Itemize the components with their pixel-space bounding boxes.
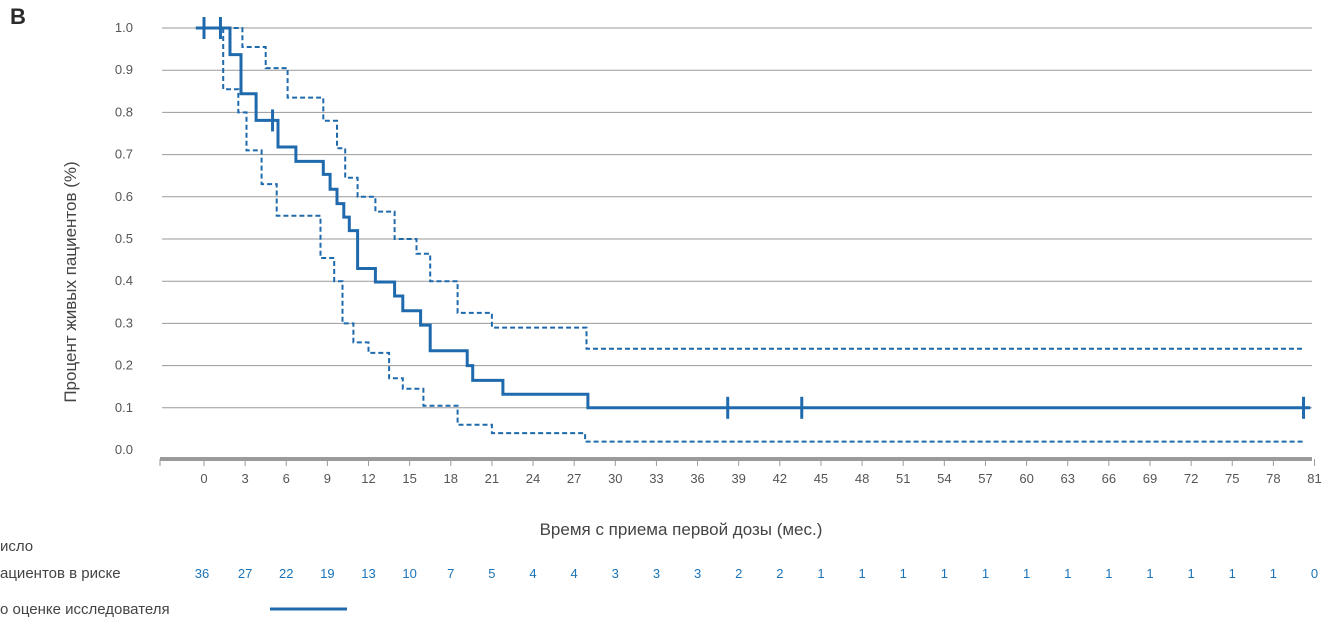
risk-table-label-line1: исло	[0, 538, 33, 555]
y-tick-label: 0.9	[115, 62, 133, 77]
risk-count: 4	[529, 566, 536, 581]
x-tick-label: 48	[855, 471, 869, 486]
risk-count: 1	[817, 566, 824, 581]
risk-count: 19	[320, 566, 334, 581]
legend-label: о оценке исследователя	[0, 601, 170, 618]
risk-count: 1	[941, 566, 948, 581]
risk-table-label-line2: ациентов в риске	[0, 565, 121, 582]
y-tick-label: 0.1	[115, 400, 133, 415]
risk-count: 1	[1105, 566, 1112, 581]
x-tick-label: 0	[200, 471, 207, 486]
risk-count: 1	[1229, 566, 1236, 581]
ci-line	[217, 27, 1304, 350]
x-tick-label: 12	[361, 471, 375, 486]
risk-count: 13	[361, 566, 375, 581]
risk-count: 10	[402, 566, 416, 581]
censor-marks	[202, 17, 1306, 419]
risk-count: 1	[1270, 566, 1277, 581]
series-lines	[195, 26, 1311, 443]
risk-count: 7	[447, 566, 454, 581]
x-tick-label: 78	[1266, 471, 1280, 486]
x-axis: 0 3 6 9 12 15 18 21 24 27 30 33 36 39 42 45 48 51 54 57 60 63…	[159, 457, 1322, 486]
risk-count: 1	[1146, 566, 1153, 581]
y-tick-label: 0.0	[115, 442, 133, 457]
x-tick-label: 36	[690, 471, 704, 486]
y-tick-label: 0.3	[115, 315, 133, 330]
y-tick-labels: 0.0 0.1 0.2 0.3 0.4 0.5 0.6 0.7 0.8 0.9 1.0	[115, 20, 133, 457]
y-tick-label: 0.2	[115, 358, 133, 373]
x-tick-label: 72	[1184, 471, 1198, 486]
risk-count: 5	[488, 566, 495, 581]
x-tick-label: 42	[773, 471, 787, 486]
x-tick-label: 27	[567, 471, 581, 486]
risk-count: 3	[694, 566, 701, 581]
y-tick-label: 0.6	[115, 189, 133, 204]
x-tick-label: 3	[242, 471, 249, 486]
risk-count: 1	[1023, 566, 1030, 581]
x-tick-label: 6	[283, 471, 290, 486]
risk-count: 1	[900, 566, 907, 581]
risk-count: 4	[571, 566, 578, 581]
risk-count: 22	[279, 566, 293, 581]
x-tick-label: 69	[1143, 471, 1157, 486]
risk-count: 2	[735, 566, 742, 581]
risk-count: 1	[1188, 566, 1195, 581]
x-tick-label: 33	[649, 471, 663, 486]
x-tick-label: 63	[1060, 471, 1074, 486]
y-tick-label: 0.5	[115, 231, 133, 246]
y-tick-label: 0.8	[115, 104, 133, 119]
risk-count: 2	[776, 566, 783, 581]
x-tick-label: 39	[731, 471, 745, 486]
x-tick-label: 66	[1102, 471, 1116, 486]
risk-count: 1	[1064, 566, 1071, 581]
risk-count: 36	[195, 566, 209, 581]
x-tick-label: 81	[1307, 471, 1321, 486]
x-tick-label: 45	[814, 471, 828, 486]
x-axis-title: Время с приема первой дозы (мес.)	[540, 520, 823, 539]
x-tick-label: 9	[324, 471, 331, 486]
y-axis-title: Процент живых пациентов (%)	[61, 161, 80, 402]
x-tick-label: 24	[526, 471, 540, 486]
x-tick-label: 51	[896, 471, 910, 486]
risk-count: 1	[982, 566, 989, 581]
x-tick-label: 75	[1225, 471, 1239, 486]
risk-count: 3	[653, 566, 660, 581]
y-tick-label: 0.4	[115, 273, 133, 288]
risk-count: 1	[858, 566, 865, 581]
risk-count: 3	[612, 566, 619, 581]
ci-line	[222, 28, 1304, 443]
y-tick-label: 0.7	[115, 147, 133, 162]
gridlines	[162, 27, 1312, 409]
x-tick-label: 57	[978, 471, 992, 486]
y-tick-label: 1.0	[115, 20, 133, 35]
panel-label: B	[10, 4, 26, 29]
x-tick-label: 18	[444, 471, 458, 486]
risk-count: 0	[1311, 566, 1318, 581]
x-tick-label: 15	[402, 471, 416, 486]
x-tick-label: 21	[485, 471, 499, 486]
survival-line	[195, 26, 1311, 410]
x-tick-label: 54	[937, 471, 951, 486]
x-tick-label: 30	[608, 471, 622, 486]
risk-table-values: 36 27 22 19 13 10 7 5 4 4 3 3 3 2 2 1 1 1 1 1 1 1 1 1 1 1 1 0	[195, 566, 1318, 581]
x-tick-label: 60	[1019, 471, 1033, 486]
risk-count: 27	[238, 566, 252, 581]
